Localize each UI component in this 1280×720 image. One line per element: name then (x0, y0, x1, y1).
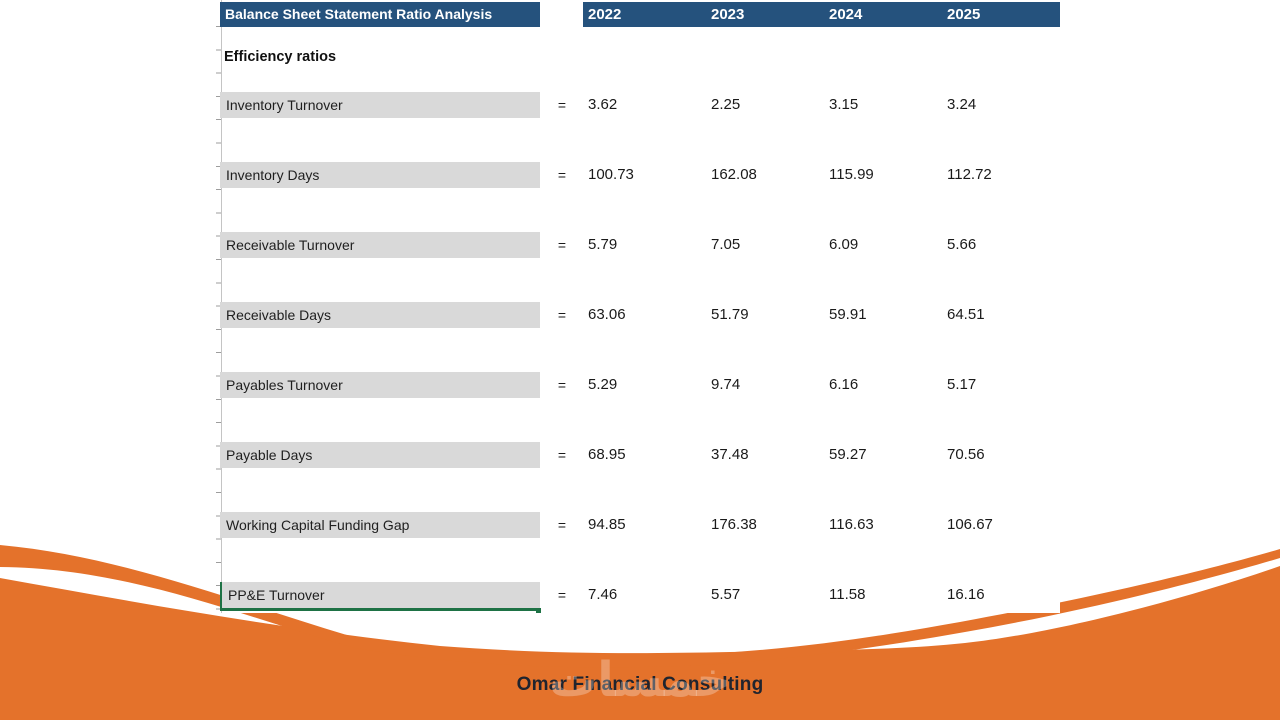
wave-body-shape (0, 566, 1280, 720)
equals-sign: = (557, 167, 567, 183)
value-cell-2024[interactable]: 59.27 (829, 446, 867, 463)
value-cell-2022[interactable]: 7.46 (588, 586, 618, 603)
value-cell-2025[interactable]: 5.17 (947, 376, 977, 393)
year-header-2022[interactable]: 2022 (588, 6, 622, 23)
value-cell-2023[interactable]: 162.08 (711, 166, 757, 183)
value-cell-2025[interactable]: 70.56 (947, 446, 985, 463)
row-label-inventory-turnover[interactable]: Inventory Turnover (220, 92, 540, 118)
value-cell-2023[interactable]: 7.05 (711, 236, 741, 253)
table-row: Inventory Turnover = 3.62 2.25 3.15 3.24 (0, 92, 1280, 118)
table-row: Working Capital Funding Gap = 94.85 176.… (0, 512, 1280, 538)
value-cell-2024[interactable]: 3.15 (829, 96, 859, 113)
value-cell-2024[interactable]: 59.91 (829, 306, 867, 323)
table-row: Payables Turnover = 5.29 9.74 6.16 5.17 (0, 372, 1280, 398)
value-cell-2024[interactable]: 6.16 (829, 376, 859, 393)
value-cell-2025[interactable]: 106.67 (947, 516, 993, 533)
year-header-2023[interactable]: 2023 (711, 6, 745, 23)
row-label-working-capital-funding-gap[interactable]: Working Capital Funding Gap (220, 512, 540, 538)
table-row: Receivable Turnover = 5.79 7.05 6.09 5.6… (0, 232, 1280, 258)
value-cell-2024[interactable]: 6.09 (829, 236, 859, 253)
footer-company-name: Omar Financial Consulting (516, 674, 764, 695)
value-cell-2023[interactable]: 51.79 (711, 306, 749, 323)
value-cell-2023[interactable]: 9.74 (711, 376, 741, 393)
equals-sign: = (557, 97, 567, 113)
year-header-bar: 2022 2023 2024 2025 (583, 2, 1060, 27)
value-cell-2022[interactable]: 5.29 (588, 376, 618, 393)
row-label-payables-turnover[interactable]: Payables Turnover (220, 372, 540, 398)
value-cell-2023[interactable]: 37.48 (711, 446, 749, 463)
value-cell-2025[interactable]: 112.72 (947, 166, 992, 183)
equals-sign: = (557, 587, 567, 603)
value-cell-2023[interactable]: 5.57 (711, 586, 741, 603)
arabic-watermark: خمسات (549, 652, 731, 708)
value-cell-2025[interactable]: 5.66 (947, 236, 977, 253)
section-heading[interactable]: Efficiency ratios (224, 49, 337, 65)
row-label-inventory-days[interactable]: Inventory Days (220, 162, 540, 188)
row-label-receivable-days[interactable]: Receivable Days (220, 302, 540, 328)
value-cell-2022[interactable]: 63.06 (588, 306, 626, 323)
sheet-row-ticks (216, 26, 221, 612)
value-cell-2024[interactable]: 115.99 (829, 166, 874, 183)
value-cell-2024[interactable]: 116.63 (829, 516, 874, 533)
value-cell-2025[interactable]: 3.24 (947, 96, 977, 113)
value-cell-2022[interactable]: 94.85 (588, 516, 626, 533)
value-cell-2024[interactable]: 11.58 (829, 586, 866, 603)
equals-sign: = (557, 377, 567, 393)
value-cell-2023[interactable]: 2.25 (711, 96, 741, 113)
equals-sign: = (557, 447, 567, 463)
table-row: PP&E Turnover = 7.46 5.57 11.58 16.16 (0, 582, 1280, 613)
selection-fill-handle[interactable] (536, 608, 541, 613)
wave-band-shape (0, 545, 1280, 668)
year-header-2024[interactable]: 2024 (829, 6, 863, 23)
value-cell-2025[interactable]: 16.16 (947, 586, 985, 603)
equals-sign: = (557, 237, 567, 253)
equals-sign: = (557, 307, 567, 323)
table-row: Inventory Days = 100.73 162.08 115.99 11… (0, 162, 1280, 188)
row-label-payable-days[interactable]: Payable Days (220, 442, 540, 468)
year-header-2025[interactable]: 2025 (947, 6, 981, 23)
equals-sign: = (557, 517, 567, 533)
value-cell-2022[interactable]: 100.73 (588, 166, 634, 183)
value-cell-2022[interactable]: 5.79 (588, 236, 618, 253)
table-title-cell[interactable]: Balance Sheet Statement Ratio Analysis (220, 2, 540, 27)
value-cell-2025[interactable]: 64.51 (947, 306, 985, 323)
table-row: Payable Days = 68.95 37.48 59.27 70.56 (0, 442, 1280, 468)
table-row: Receivable Days = 63.06 51.79 59.91 64.5… (0, 302, 1280, 328)
value-cell-2022[interactable]: 68.95 (588, 446, 626, 463)
row-label-ppe-turnover-selected-cell[interactable]: PP&E Turnover (220, 582, 540, 611)
row-label-receivable-turnover[interactable]: Receivable Turnover (220, 232, 540, 258)
value-cell-2023[interactable]: 176.38 (711, 516, 757, 533)
value-cell-2022[interactable]: 3.62 (588, 96, 618, 113)
